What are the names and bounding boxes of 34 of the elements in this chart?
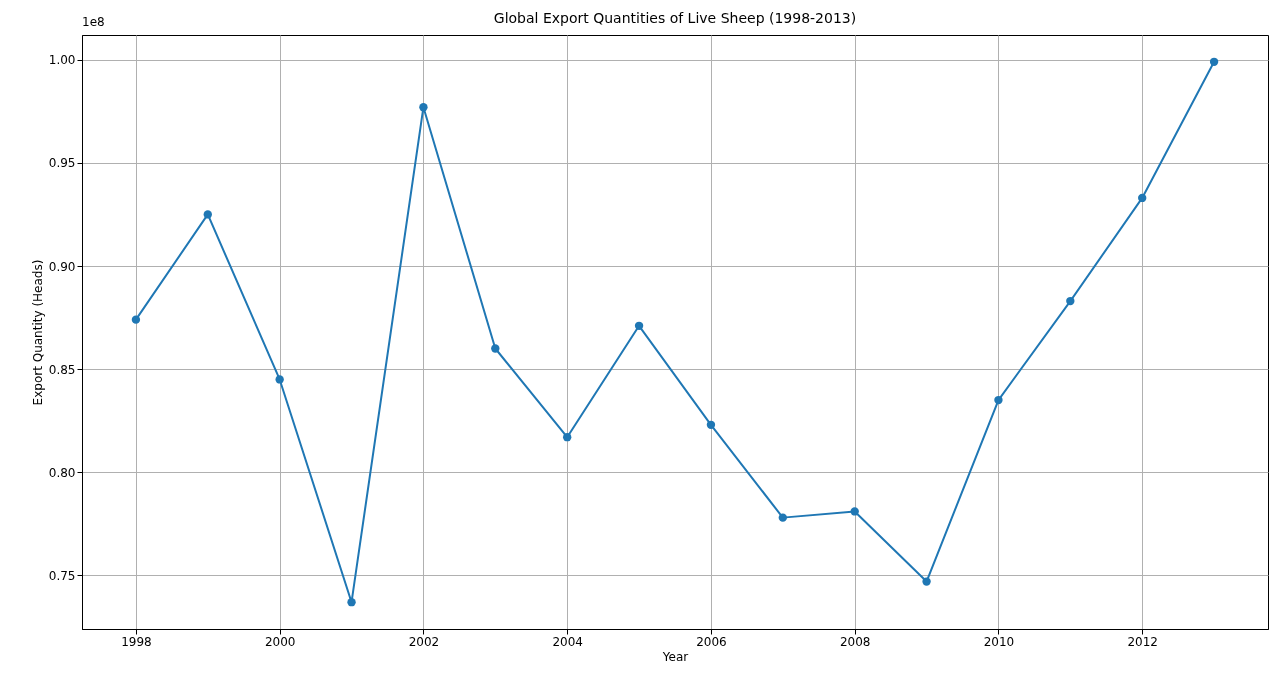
point xyxy=(275,375,284,384)
y-tick-label: 0.75 xyxy=(48,568,76,583)
point xyxy=(706,420,716,429)
point xyxy=(634,321,644,330)
point xyxy=(994,395,1003,405)
point xyxy=(563,433,572,442)
x-axis-title: Year xyxy=(661,649,689,664)
point xyxy=(1209,57,1219,66)
point xyxy=(1138,193,1147,203)
y-tick-label: 0.80 xyxy=(48,465,76,480)
x-tick-label: 2008 xyxy=(839,634,871,649)
x-tick-label: 1998 xyxy=(121,634,152,649)
y-tick-label: 0.95 xyxy=(48,156,76,171)
x-tick-label: 2004 xyxy=(552,634,583,649)
point xyxy=(347,598,356,607)
x-tick-label: 2000 xyxy=(264,634,296,649)
point xyxy=(491,344,500,353)
point xyxy=(131,315,141,324)
point xyxy=(778,513,787,522)
text: 1e8 xyxy=(82,15,105,29)
point xyxy=(1066,296,1075,306)
point xyxy=(419,103,428,112)
y-tick-label: 0.90 xyxy=(48,259,76,274)
x-tick-label: 2012 xyxy=(1127,634,1158,649)
x-tick-label: 2006 xyxy=(696,634,727,649)
y-axis-title: Export Quantity (Heads) xyxy=(30,259,45,406)
chart-title: Global Export Quantities of Live Sheep (1998-2013) xyxy=(493,10,857,26)
x-tick-label: 2002 xyxy=(408,634,440,649)
point xyxy=(850,507,859,516)
y-tick-label: 1.00 xyxy=(48,53,76,68)
point xyxy=(203,210,212,219)
point xyxy=(922,577,931,586)
y-tick-label: 0.85 xyxy=(48,362,76,377)
x-tick-label: 2010 xyxy=(983,634,1015,649)
